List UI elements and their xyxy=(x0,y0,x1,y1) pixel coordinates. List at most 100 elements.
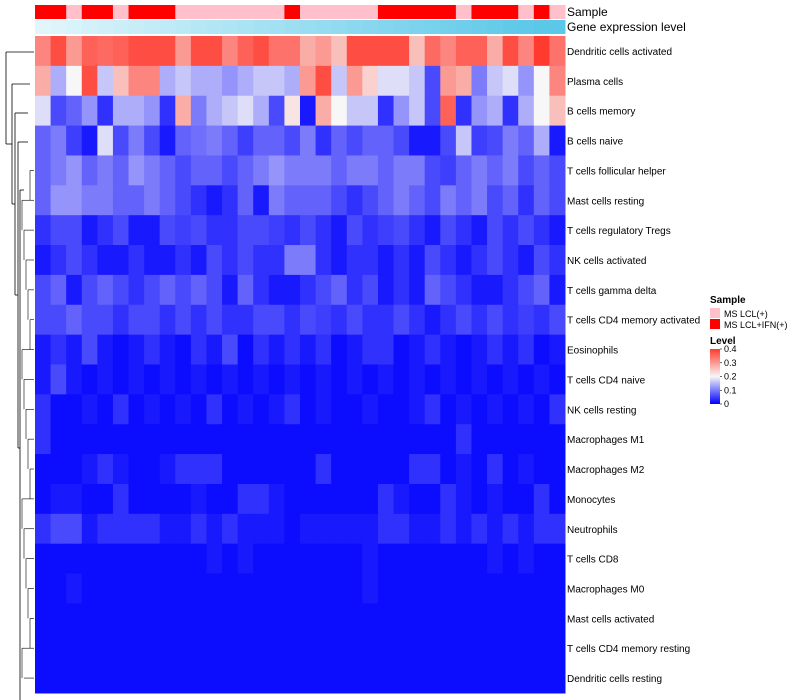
heatmap-cell xyxy=(190,95,207,127)
heatmap-cell xyxy=(253,125,270,156)
heatmap-cell xyxy=(393,274,410,306)
sample-annotation-cell xyxy=(502,5,519,19)
heatmap-cell xyxy=(377,364,395,395)
heatmap-cell xyxy=(377,334,395,365)
heatmap-cell xyxy=(97,513,114,545)
heatmap-cell xyxy=(268,424,285,455)
heatmap-cell xyxy=(284,633,301,664)
heatmap-cell xyxy=(487,215,504,246)
heatmap-cell xyxy=(362,483,379,515)
heatmap-cell xyxy=(549,513,566,545)
heatmap-cell xyxy=(424,424,441,455)
row-label: Neutrophils xyxy=(567,525,618,536)
heatmap-cell xyxy=(112,663,130,694)
heatmap-cell xyxy=(206,125,223,156)
heatmap-cell xyxy=(97,663,114,694)
heatmap-cell xyxy=(66,603,83,634)
heatmap-cell xyxy=(175,394,192,425)
heatmap-cell xyxy=(35,245,52,276)
heatmap-cell xyxy=(377,125,395,156)
heatmap-cell xyxy=(175,245,192,276)
heatmap-cell xyxy=(253,36,270,67)
heatmap-cell xyxy=(97,274,114,306)
sample-annotation-cell xyxy=(440,5,457,19)
heatmap-cell xyxy=(362,394,379,425)
heatmap-cell xyxy=(50,245,67,276)
heatmap-cell xyxy=(128,603,145,634)
heatmap-cell xyxy=(253,454,270,485)
heatmap-cell xyxy=(190,543,207,575)
heatmap-cell xyxy=(284,543,301,575)
level-tick-label: 0.2 xyxy=(724,372,737,382)
heatmap-cell xyxy=(253,185,270,216)
heatmap-cell xyxy=(237,334,254,365)
heatmap-cell xyxy=(362,95,379,127)
row-labels: Dendritic cells activated Plasma cells B c… xyxy=(567,47,700,685)
heatmap-cell xyxy=(393,543,410,575)
heatmap-cell xyxy=(66,125,83,156)
heatmap-cell xyxy=(35,155,52,186)
heatmap-cell xyxy=(440,36,457,67)
gene-expression-cell xyxy=(50,20,67,34)
heatmap-cell xyxy=(128,65,145,97)
heatmap-cell xyxy=(128,95,145,127)
heatmap-cell xyxy=(237,513,254,545)
row-label: T cells follicular helper xyxy=(567,166,666,177)
heatmap-cell xyxy=(315,215,332,246)
heatmap-cell xyxy=(159,424,176,455)
heatmap-cell xyxy=(253,245,270,276)
row-label: NK cells resting xyxy=(567,405,636,416)
row-label: T cells CD8 xyxy=(567,555,619,566)
heatmap-cell xyxy=(518,36,535,67)
heatmap-cell xyxy=(331,394,348,425)
heatmap-cell xyxy=(393,364,410,395)
gene-expression-cell xyxy=(346,20,363,34)
sample-track-label: Sample xyxy=(567,5,608,19)
heatmap-cell xyxy=(315,513,332,545)
heatmap-cell xyxy=(471,185,488,216)
heatmap-cell xyxy=(112,633,130,664)
row-label: Eosinophils xyxy=(567,346,618,357)
heatmap-cell xyxy=(268,603,285,634)
heatmap-cell xyxy=(440,274,457,306)
heatmap-cell xyxy=(222,603,239,634)
heatmap-cell xyxy=(331,125,348,156)
heatmap-cell xyxy=(300,274,317,306)
heatmap-cell xyxy=(206,424,223,455)
heatmap-cell xyxy=(268,36,285,67)
legend-label-ms-lcl-ifn: MS LCL+IFN(+) xyxy=(724,320,788,330)
heatmap-cell xyxy=(362,364,379,395)
heatmap-cell xyxy=(128,36,145,67)
heatmap-cell xyxy=(362,36,379,67)
heatmap-cell xyxy=(190,274,207,306)
gene-expression-cell xyxy=(97,20,114,34)
heatmap-cell xyxy=(66,483,83,515)
heatmap-cell xyxy=(393,663,410,694)
heatmap-cell xyxy=(331,304,348,336)
sample-annotation-cell xyxy=(471,5,488,19)
heatmap-cell xyxy=(112,573,130,604)
heatmap-cell xyxy=(409,215,426,246)
gene-expression-cell xyxy=(112,20,130,34)
heatmap-cell xyxy=(35,364,52,395)
heatmap-cell xyxy=(331,573,348,604)
row-label: Monocytes xyxy=(567,495,615,506)
heatmap-cell xyxy=(440,65,457,97)
heatmap-cell xyxy=(112,543,130,575)
gene-expression-cell xyxy=(487,20,504,34)
heatmap-cell xyxy=(190,364,207,395)
heatmap-cell xyxy=(300,454,317,485)
sample-annotation-cell xyxy=(35,5,52,19)
heatmap-cell xyxy=(190,454,207,485)
heatmap-cell xyxy=(237,274,254,306)
heatmap-cell xyxy=(487,633,504,664)
heatmap-cell xyxy=(112,215,130,246)
heatmap-cell xyxy=(159,95,176,127)
heatmap-cell xyxy=(315,454,332,485)
heatmap-cell xyxy=(409,304,426,336)
heatmap-cell xyxy=(315,663,332,694)
heatmap-cell xyxy=(253,394,270,425)
heatmap-cell xyxy=(393,36,410,67)
heatmap-cell xyxy=(487,364,504,395)
